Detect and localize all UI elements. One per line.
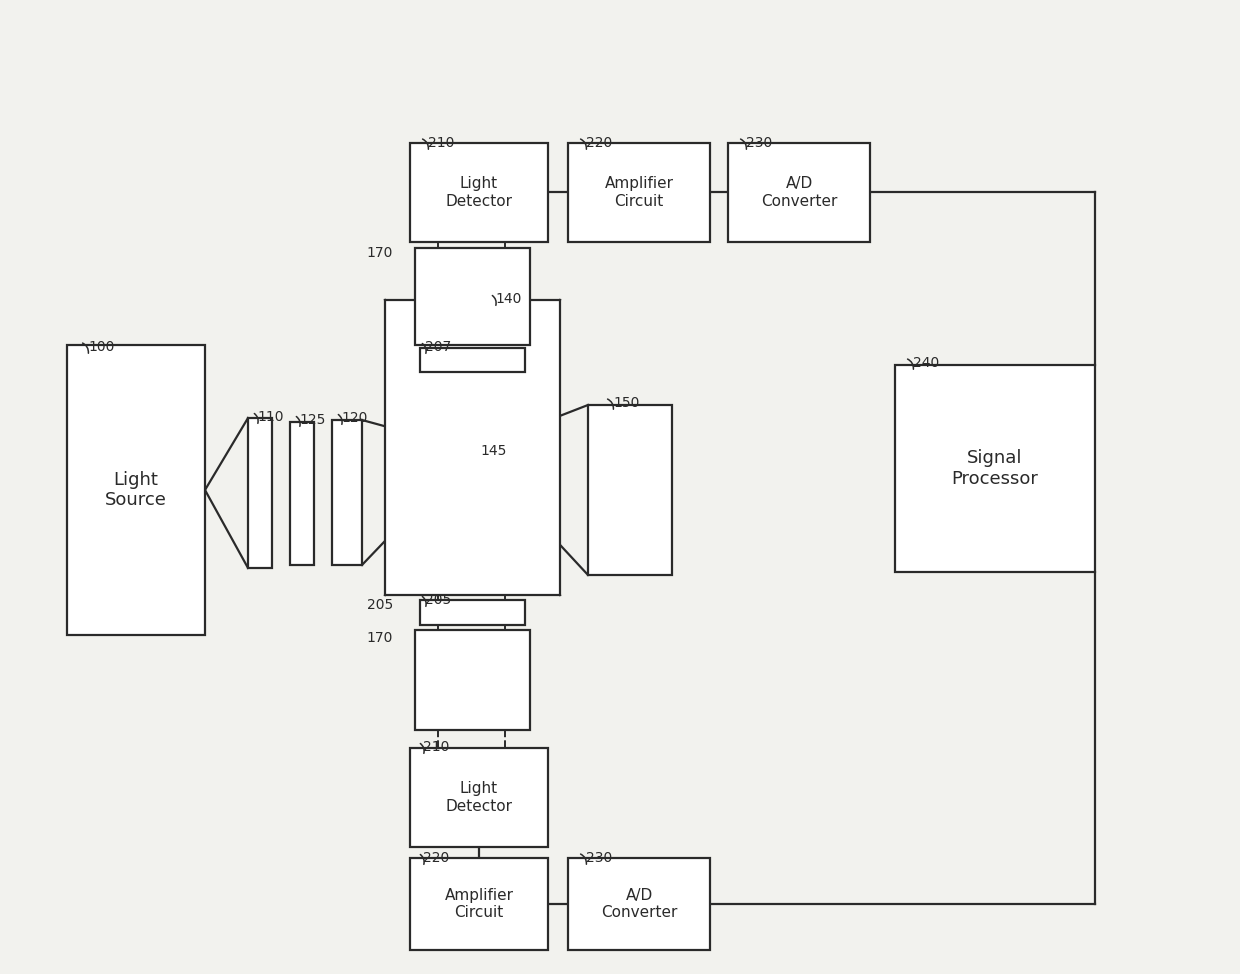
Text: A/D
Converter: A/D Converter xyxy=(601,887,677,920)
Text: 230: 230 xyxy=(587,851,613,865)
Text: Signal
Processor: Signal Processor xyxy=(951,449,1038,488)
Text: Amplifier
Circuit: Amplifier Circuit xyxy=(605,176,673,208)
Bar xyxy=(410,858,548,950)
Text: A/D
Converter: A/D Converter xyxy=(761,176,837,208)
Bar xyxy=(415,248,529,345)
Text: 205: 205 xyxy=(425,593,451,607)
Bar xyxy=(588,405,672,575)
Bar xyxy=(290,422,314,565)
Bar xyxy=(332,420,362,565)
Text: 240: 240 xyxy=(913,356,939,370)
Text: 170: 170 xyxy=(367,246,393,260)
Bar xyxy=(728,143,870,242)
Text: 125: 125 xyxy=(299,413,325,427)
Bar xyxy=(895,365,1095,572)
Text: 207: 207 xyxy=(425,340,451,354)
Text: 210: 210 xyxy=(423,740,449,754)
Text: Light
Detector: Light Detector xyxy=(445,176,512,208)
Bar xyxy=(248,418,272,568)
Text: 140: 140 xyxy=(495,292,521,306)
Bar xyxy=(410,143,548,242)
Text: 210: 210 xyxy=(428,136,454,150)
Text: Light
Detector: Light Detector xyxy=(445,781,512,813)
Text: 205: 205 xyxy=(367,598,393,612)
Bar xyxy=(568,143,711,242)
Text: 110: 110 xyxy=(257,410,284,424)
Text: 170: 170 xyxy=(367,631,393,645)
Bar xyxy=(568,858,711,950)
Bar xyxy=(420,600,525,625)
Text: 220: 220 xyxy=(587,136,613,150)
Bar xyxy=(420,348,525,372)
Text: 150: 150 xyxy=(613,396,640,410)
Text: 230: 230 xyxy=(746,136,773,150)
Bar xyxy=(384,300,560,595)
Text: Light
Source: Light Source xyxy=(105,470,167,509)
Text: 145: 145 xyxy=(480,444,506,458)
Bar xyxy=(410,748,548,847)
Text: Amplifier
Circuit: Amplifier Circuit xyxy=(444,887,513,920)
Text: 220: 220 xyxy=(423,851,449,865)
Text: 100: 100 xyxy=(88,340,114,354)
Bar xyxy=(67,345,205,635)
Bar xyxy=(415,630,529,730)
Text: 120: 120 xyxy=(341,411,367,425)
